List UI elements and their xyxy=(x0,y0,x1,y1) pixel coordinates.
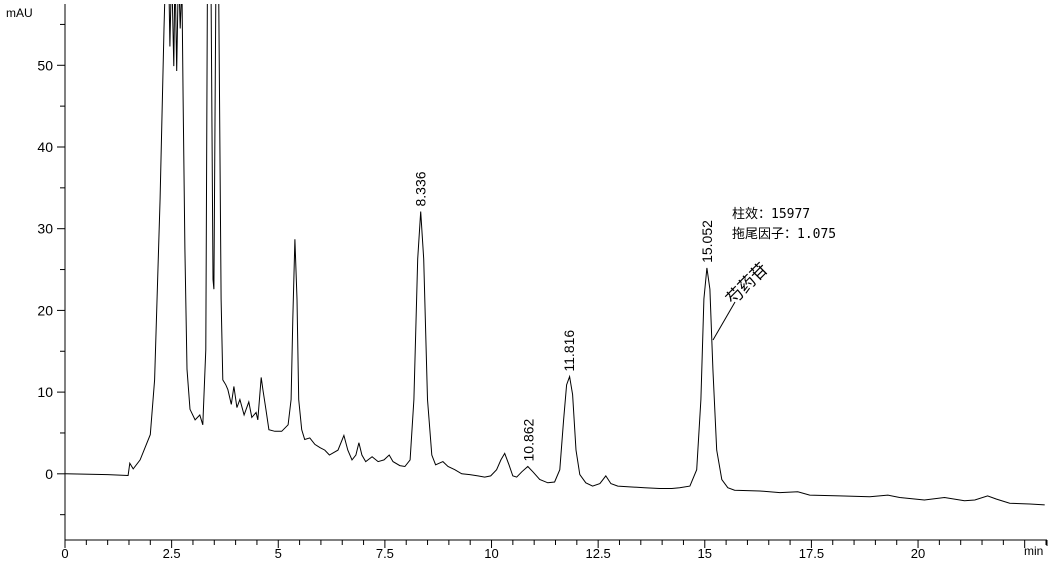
x-tick-label: 17.5 xyxy=(799,546,824,561)
y-tick-label: 50 xyxy=(37,57,53,73)
x-tick-label: 15 xyxy=(698,546,712,561)
peak-retention-label: 10.862 xyxy=(520,418,536,461)
peak-retention-label: 8.336 xyxy=(413,171,429,206)
x-tick-label: 7.5 xyxy=(376,546,394,561)
y-tick-label: 10 xyxy=(37,384,53,400)
plate-count-annotation: 柱效：15977 xyxy=(732,207,810,222)
y-axis-label: mAU xyxy=(6,6,33,20)
peak-retention-label: 11.816 xyxy=(561,330,577,372)
y-tick-label: 30 xyxy=(37,221,53,237)
compound-name-label: 芍药苷 xyxy=(722,259,771,308)
x-tick-label: 0 xyxy=(61,546,68,561)
x-tick-label: 5 xyxy=(275,546,282,561)
y-tick-label: 0 xyxy=(45,466,53,482)
tailing-factor-annotation: 拖尾因子：1.075 xyxy=(732,227,836,242)
compound-leader-line xyxy=(712,301,736,341)
peak-labels: 8.336 10.862 11.816 15.052 xyxy=(413,171,716,461)
x-tick-label: 2.5 xyxy=(163,546,181,561)
x-tick-label: 20 xyxy=(911,546,925,561)
peak-retention-label: 15.052 xyxy=(699,220,715,263)
x-axis-label: min xyxy=(1024,544,1043,558)
axes: 0 2.5 5 7.5 10 12.5 15 17.5 20 0 10 20 30 40 50 xyxy=(37,4,1048,561)
y-tick-label: 40 xyxy=(37,139,53,155)
y-tick-label: 20 xyxy=(37,302,53,318)
x-tick-label: 10 xyxy=(484,546,498,561)
x-tick-label: 12.5 xyxy=(585,546,610,561)
chromatogram-trace xyxy=(65,4,1045,506)
